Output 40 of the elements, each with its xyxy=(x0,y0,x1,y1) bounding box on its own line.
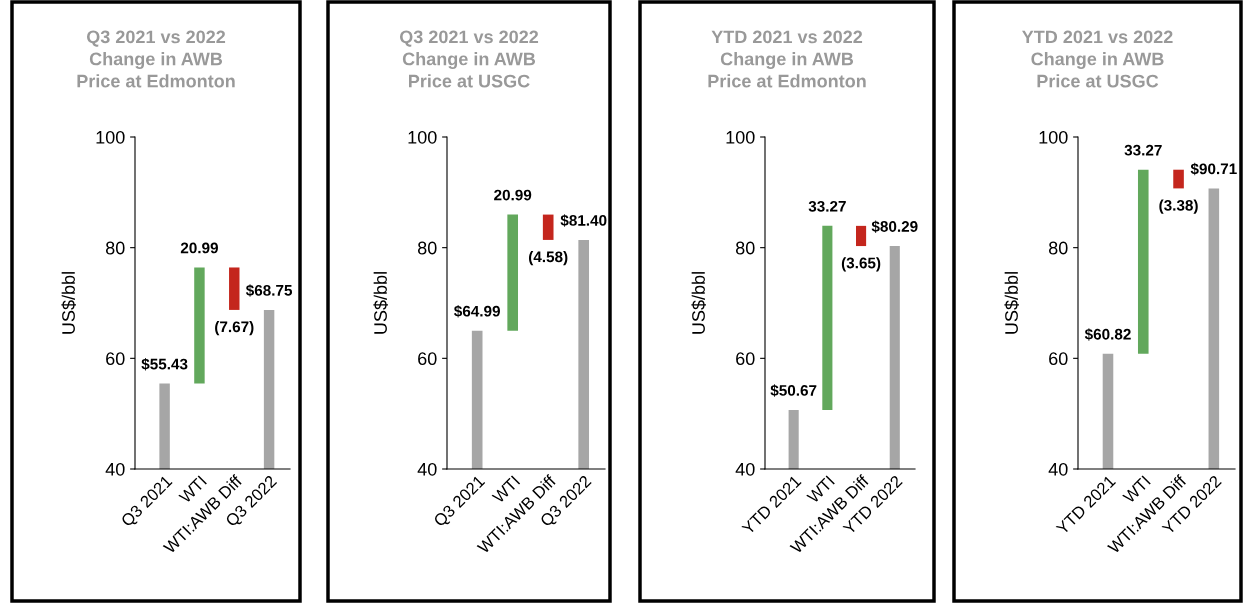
data-label: $68.75 xyxy=(245,284,293,297)
data-label: $60.82 xyxy=(1084,328,1131,341)
chart-title: YTD 2021 vs 2022 Change in AWB Price at Edmonton xyxy=(708,30,866,88)
data-label: $50.67 xyxy=(770,384,817,397)
data-label: $81.40 xyxy=(560,214,607,227)
y-tick-label: 100 xyxy=(726,130,755,144)
data-label: $55.43 xyxy=(141,358,188,371)
y-axis-title: US$/bbl xyxy=(1004,272,1019,334)
data-label: $90.71 xyxy=(1190,162,1237,176)
data-label: (4.58) xyxy=(529,251,568,266)
y-tick-label: 40 xyxy=(735,462,755,476)
y-tick-label: 60 xyxy=(736,352,755,366)
data-label: 20.99 xyxy=(494,189,532,201)
data-label: 33.27 xyxy=(808,200,846,212)
data-label: (3.65) xyxy=(841,257,881,272)
data-label: (7.67) xyxy=(215,321,254,336)
y-tick-label: 100 xyxy=(408,130,437,144)
data-label: (3.38) xyxy=(1159,199,1198,214)
y-tick-label: 80 xyxy=(417,241,437,255)
y-tick-label: 60 xyxy=(418,352,437,366)
data-label: 33.27 xyxy=(1124,144,1162,156)
data-label: 20.99 xyxy=(180,242,218,254)
y-tick-label: 60 xyxy=(1049,352,1068,366)
y-tick-label: 40 xyxy=(105,462,125,476)
chart-title: Q3 2021 vs 2022 Change in AWB Price at USGC xyxy=(399,30,539,88)
y-axis-title: US$/bbl xyxy=(61,272,76,334)
y-tick-label: 100 xyxy=(1039,130,1068,144)
y-axis-title: US$/bbl xyxy=(373,272,388,334)
data-label: $80.29 xyxy=(871,220,918,233)
y-tick-label: 100 xyxy=(96,130,125,144)
chart-title: Q3 2021 vs 2022 Change in AWB Price at Edmonton xyxy=(77,30,235,88)
y-tick-label: 60 xyxy=(106,352,125,366)
y-axis-title: US$/bbl xyxy=(691,272,706,334)
y-tick-label: 80 xyxy=(105,241,125,255)
y-tick-label: 40 xyxy=(417,462,437,476)
y-tick-label: 40 xyxy=(1048,462,1068,476)
data-label: $64.99 xyxy=(454,305,500,318)
chart-title: YTD 2021 vs 2022 Change in AWB Price at USGC xyxy=(1022,30,1173,88)
y-tick-label: 80 xyxy=(1048,241,1068,255)
y-tick-label: 80 xyxy=(735,241,755,255)
